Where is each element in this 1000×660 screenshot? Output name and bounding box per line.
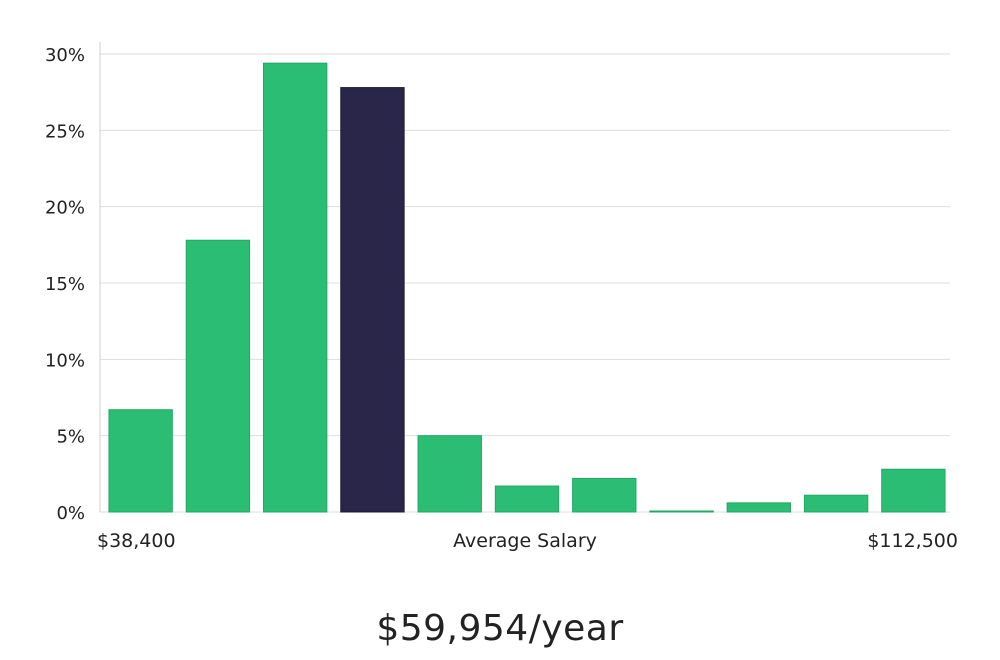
bar (649, 510, 714, 513)
bar (263, 62, 328, 513)
y-axis-ticks: 0% 5% 10% 15% 20% 25% 30% (45, 45, 85, 524)
salary-histogram: 0% 5% 10% 15% 20% 25% 30% $38,400 Average Sala… (45, 42, 958, 552)
bar (726, 502, 791, 513)
y-tick-label: 15% (45, 274, 85, 295)
y-tick-label: 10% (45, 350, 85, 371)
bar (803, 494, 869, 513)
y-tick-label: 25% (45, 121, 85, 142)
bar (494, 485, 560, 513)
x-axis-title: Average Salary (453, 530, 597, 552)
y-tick-label: 20% (45, 198, 85, 219)
bars (108, 62, 946, 513)
x-min-label: $38,400 (97, 530, 176, 552)
bar (417, 435, 482, 513)
y-tick-label: 5% (56, 427, 85, 448)
bar (108, 409, 173, 513)
y-tick-label: 0% (56, 503, 85, 524)
bar-highlighted (340, 87, 405, 513)
y-tick-label: 30% (45, 45, 85, 66)
bar (185, 239, 251, 513)
bar (881, 468, 946, 513)
average-salary-value: $59,954/year (376, 608, 624, 649)
x-max-label: $112,500 (867, 530, 958, 552)
bar (572, 477, 637, 513)
